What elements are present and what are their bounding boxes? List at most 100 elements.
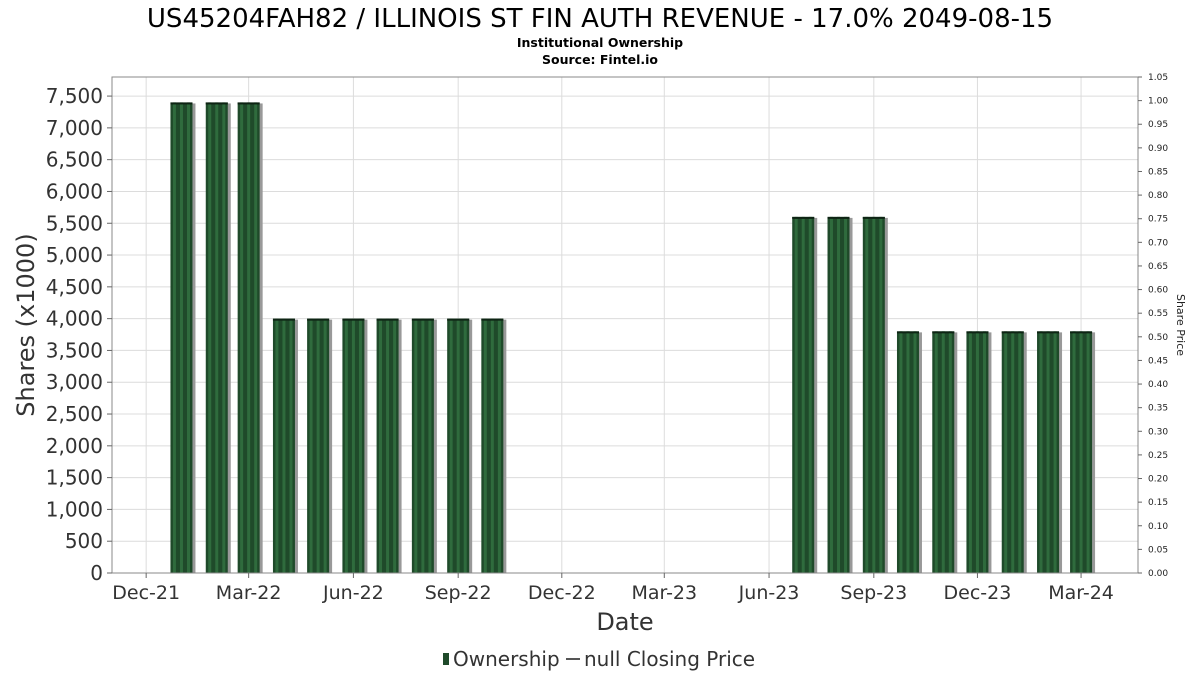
bar-ownership (342, 318, 368, 573)
bar-ownership (237, 102, 263, 573)
bar-ownership (411, 318, 437, 573)
bar-stripe (187, 102, 191, 573)
bar-stripe (837, 216, 841, 573)
legend-ownership-swatch (443, 653, 449, 665)
bar-stripe (808, 216, 812, 573)
bar-stripe (172, 102, 176, 573)
bar-stripe (247, 102, 251, 573)
bar-stripe (872, 216, 876, 573)
y-tick-label: 500 (65, 529, 103, 553)
y2-axis-ticks: 0.00 0.05 0.10 0.15 0.20 0.25 0.30 0.35 0.40 0.45… (1138, 73, 1168, 579)
bar-stripe (358, 318, 362, 573)
bar-ownership (1001, 331, 1027, 573)
bar-ownership (966, 331, 992, 573)
bar-stripe (456, 318, 460, 573)
bar-stripe (351, 318, 355, 573)
bar-cap (205, 102, 228, 105)
y-tick-label: 2,000 (46, 434, 103, 458)
bar-cap (827, 216, 850, 219)
bar-stripe (975, 331, 979, 573)
bar-cap (376, 318, 399, 321)
x-tick-label: Sep-22 (425, 582, 492, 604)
bar-stripe (1046, 331, 1050, 573)
x-axis-label: Date (596, 608, 653, 636)
bar-cap (932, 331, 955, 334)
y2-tick-label: 0.05 (1148, 545, 1168, 555)
bar-cap (896, 331, 919, 334)
bar-stripe (1053, 331, 1057, 573)
bar-stripe (309, 318, 313, 573)
bar-stripe (934, 331, 938, 573)
y-tick-label: 4,500 (46, 275, 103, 299)
bar-cap (966, 331, 989, 334)
bar-ownership (447, 318, 473, 573)
y-tick-label: 5,500 (46, 211, 103, 235)
bar-cap (272, 318, 295, 321)
bar-ownership (1070, 331, 1096, 573)
bar-ownership (932, 331, 958, 573)
y2-tick-label: 0.15 (1148, 498, 1168, 508)
bar-stripe (801, 216, 805, 573)
bar-stripe (1079, 331, 1083, 573)
bar-ownership (896, 331, 922, 573)
bar-cap (411, 318, 434, 321)
x-axis-ticks: Dec-21 Mar-22 Jun-22 Sep-22 Dec-22 Mar-23 Jun-… (112, 573, 1114, 604)
bar-stripe (483, 318, 487, 573)
bar-stripe (316, 318, 320, 573)
bar-stripe (414, 318, 418, 573)
bar-cap (447, 318, 470, 321)
chart-subtitle: Institutional Ownership (517, 35, 683, 50)
y2-tick-label: 0.45 (1148, 356, 1168, 366)
bar-cap (792, 216, 815, 219)
bar-cap (1070, 331, 1093, 334)
bar-stripe (179, 102, 183, 573)
bar-stripe (323, 318, 327, 573)
bar-stripe (275, 318, 279, 573)
y-tick-label: 7,000 (46, 116, 103, 140)
bar-stripe (906, 331, 910, 573)
chart-source: Source: Fintel.io (542, 52, 658, 67)
plot-border (111, 76, 1139, 574)
bar-cap (862, 216, 885, 219)
y2-tick-label: 0.25 (1148, 451, 1168, 461)
y2-tick-label: 0.50 (1148, 333, 1168, 343)
bar-stripe (428, 318, 432, 573)
y2-tick-label: 0.95 (1148, 120, 1168, 130)
bar-stripe (941, 331, 945, 573)
y-tick-label: 2,500 (46, 402, 103, 426)
y2-tick-label: 0.35 (1148, 404, 1168, 414)
bar-cap (481, 318, 504, 321)
bar-stripe (1004, 331, 1008, 573)
bar-stripe (490, 318, 494, 573)
bar-stripe (222, 102, 226, 573)
bar-cap (342, 318, 365, 321)
y2-tick-label: 1.00 (1148, 97, 1168, 107)
legend: Ownership null Closing Price (443, 647, 755, 671)
bar-stripe (1011, 331, 1015, 573)
bar-stripe (982, 331, 986, 573)
bars-layer (170, 102, 1096, 573)
bar-stripe (948, 331, 952, 573)
x-tick-label: Jun-22 (322, 582, 384, 604)
bar-cap (170, 102, 193, 105)
y-tick-label: 3,000 (46, 370, 103, 394)
y-tick-label: 7,500 (46, 84, 103, 108)
bar-ownership (376, 318, 402, 573)
bar-stripe (289, 318, 293, 573)
bar-ownership (827, 216, 853, 573)
y2-tick-label: 1.05 (1148, 73, 1168, 83)
bar-stripe (215, 102, 219, 573)
y2-tick-label: 0.00 (1148, 569, 1168, 579)
bar-stripe (899, 331, 903, 573)
bar-ownership (1037, 331, 1063, 573)
bar-stripe (879, 216, 883, 573)
y2-axis-label: Share Price (1174, 294, 1187, 356)
bar-stripe (393, 318, 397, 573)
bar-stripe (208, 102, 212, 573)
bar-stripe (1086, 331, 1090, 573)
x-tick-label: Mar-24 (1048, 582, 1114, 604)
bar-ownership (862, 216, 888, 573)
y-tick-label: 6,000 (46, 179, 103, 203)
y2-tick-label: 0.10 (1148, 522, 1168, 532)
